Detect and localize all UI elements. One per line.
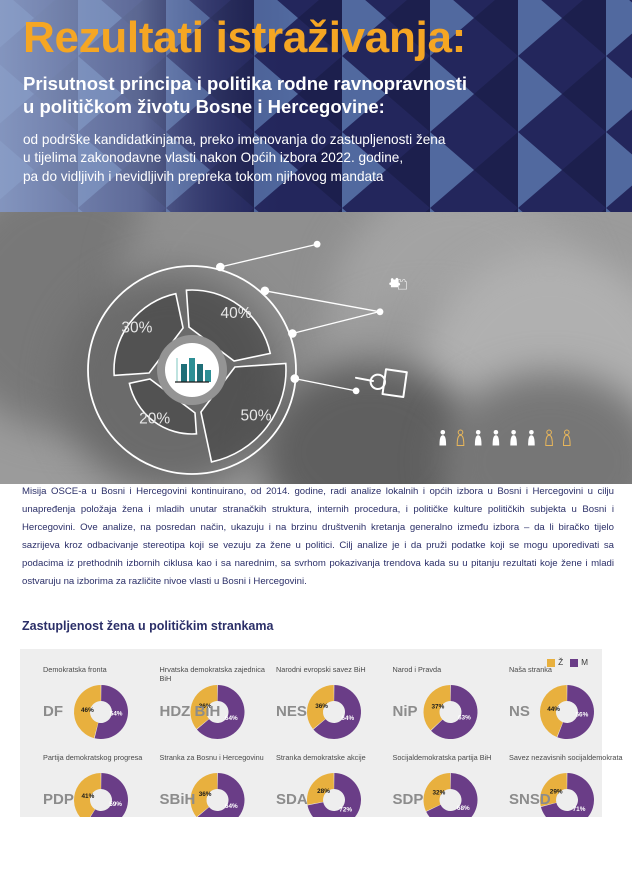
svg-text:50%: 50% bbox=[240, 407, 271, 424]
svg-text:30%: 30% bbox=[121, 320, 152, 337]
svg-text:40%: 40% bbox=[220, 305, 251, 322]
svg-text:20%: 20% bbox=[139, 411, 170, 428]
